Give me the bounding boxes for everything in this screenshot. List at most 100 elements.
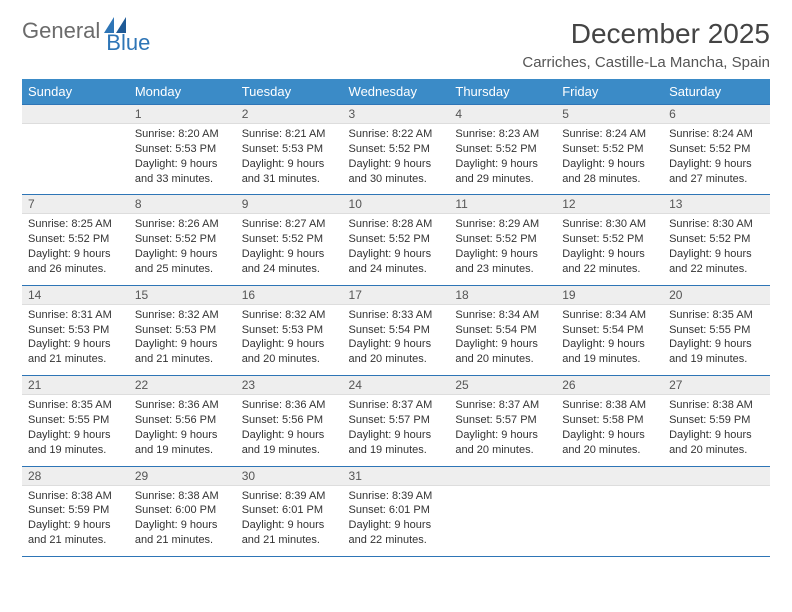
sunset-text: Sunset: 5:58 PM xyxy=(562,413,657,428)
title-block: December 2025 Carriches, Castille-La Man… xyxy=(522,18,770,71)
sunset-text: Sunset: 5:53 PM xyxy=(242,142,337,157)
sunrise-text: Sunrise: 8:37 AM xyxy=(455,398,550,413)
sunset-text: Sunset: 5:54 PM xyxy=(562,323,657,338)
day-cell: Sunrise: 8:30 AMSunset: 5:52 PMDaylight:… xyxy=(663,214,770,285)
day-number: 8 xyxy=(129,195,236,214)
day-number: 20 xyxy=(663,285,770,304)
sunset-text: Sunset: 6:01 PM xyxy=(242,503,337,518)
daylight-text: Daylight: 9 hours and 20 minutes. xyxy=(455,428,550,458)
weekday-header: Wednesday xyxy=(343,79,450,105)
month-title: December 2025 xyxy=(522,18,770,50)
sunrise-text: Sunrise: 8:31 AM xyxy=(28,308,123,323)
day-number-row: 28293031 xyxy=(22,466,770,485)
sunset-text: Sunset: 5:52 PM xyxy=(242,232,337,247)
day-cell: Sunrise: 8:38 AMSunset: 5:59 PMDaylight:… xyxy=(663,395,770,466)
day-cell: Sunrise: 8:23 AMSunset: 5:52 PMDaylight:… xyxy=(449,124,556,195)
day-body-row: Sunrise: 8:31 AMSunset: 5:53 PM Daylight:… xyxy=(22,304,770,375)
day-cell: Sunrise: 8:20 AMSunset: 5:53 PMDaylight:… xyxy=(129,124,236,195)
sunset-text: Sunset: 5:52 PM xyxy=(349,232,444,247)
day-number: 2 xyxy=(236,105,343,124)
sunset-text: Sunset: 5:52 PM xyxy=(562,232,657,247)
daylight-text: Daylight: 9 hours and 24 minutes. xyxy=(242,247,337,277)
daylight-text: Daylight: 9 hours and 31 minutes. xyxy=(242,157,337,187)
sunset-text: Sunset: 5:54 PM xyxy=(349,323,444,338)
sunrise-text: Sunrise: 8:39 AM xyxy=(242,489,337,504)
day-number: 5 xyxy=(556,105,663,124)
sunset-text: Sunset: 5:53 PM xyxy=(135,142,230,157)
page-header: General Blue December 2025 Carriches, Ca… xyxy=(22,18,770,71)
day-body-row: Sunrise: 8:25 AMSunset: 5:52 PMDaylight:… xyxy=(22,214,770,285)
sunset-text: Sunset: 5:52 PM xyxy=(455,142,550,157)
daylight-text: Daylight: 9 hours and 21 minutes. xyxy=(135,518,230,548)
sunset-text: Sunset: 5:53 PM xyxy=(28,323,123,338)
day-number: 26 xyxy=(556,376,663,395)
brand-word-1: General xyxy=(22,18,100,44)
day-body-row: Sunrise: 8:35 AMSunset: 5:55 PMDaylight:… xyxy=(22,395,770,466)
sunset-text: Sunset: 5:57 PM xyxy=(349,413,444,428)
brand-logo: General Blue xyxy=(22,18,172,44)
day-cell: Sunrise: 8:24 AMSunset: 5:52 PMDaylight:… xyxy=(556,124,663,195)
sunset-text: Sunset: 5:52 PM xyxy=(135,232,230,247)
daylight-text: Daylight: 9 hours and 19 minutes. xyxy=(349,428,444,458)
location-subtitle: Carriches, Castille-La Mancha, Spain xyxy=(522,54,770,71)
day-number xyxy=(556,466,663,485)
day-number: 21 xyxy=(22,376,129,395)
sunrise-text: Sunrise: 8:24 AM xyxy=(562,127,657,142)
day-number xyxy=(663,466,770,485)
sunset-text: Sunset: 6:01 PM xyxy=(349,503,444,518)
daylight-text: Daylight: 9 hours and 30 minutes. xyxy=(349,157,444,187)
day-number-row: 123456 xyxy=(22,105,770,124)
day-cell: Sunrise: 8:30 AMSunset: 5:52 PMDaylight:… xyxy=(556,214,663,285)
daylight-text: Daylight: 9 hours and 22 minutes. xyxy=(669,247,764,277)
day-cell: Sunrise: 8:39 AMSunset: 6:01 PMDaylight:… xyxy=(236,485,343,556)
sunrise-text: Sunrise: 8:24 AM xyxy=(669,127,764,142)
sunrise-text: Sunrise: 8:28 AM xyxy=(349,217,444,232)
day-number: 17 xyxy=(343,285,450,304)
daylight-text: Daylight: 9 hours and 22 minutes. xyxy=(349,518,444,548)
sunset-text: Sunset: 5:52 PM xyxy=(669,232,764,247)
weekday-header: Sunday xyxy=(22,79,129,105)
day-number: 6 xyxy=(663,105,770,124)
day-cell: Sunrise: 8:32 AMSunset: 5:53 PMDaylight:… xyxy=(236,304,343,375)
daylight-text: Daylight: 9 hours and 20 minutes. xyxy=(455,337,550,367)
sunrise-text: Sunrise: 8:20 AM xyxy=(135,127,230,142)
daylight-text: Daylight: 9 hours and 19 minutes. xyxy=(669,337,764,367)
sunset-text: Sunset: 6:00 PM xyxy=(135,503,230,518)
sunrise-text: Sunrise: 8:36 AM xyxy=(242,398,337,413)
day-number: 30 xyxy=(236,466,343,485)
weekday-header: Thursday xyxy=(449,79,556,105)
day-cell: Sunrise: 8:38 AMSunset: 6:00 PMDaylight:… xyxy=(129,485,236,556)
day-cell: Sunrise: 8:26 AMSunset: 5:52 PMDaylight:… xyxy=(129,214,236,285)
sunrise-text: Sunrise: 8:27 AM xyxy=(242,217,337,232)
sunset-text: Sunset: 5:57 PM xyxy=(455,413,550,428)
sunset-text: Sunset: 5:59 PM xyxy=(669,413,764,428)
weekday-header: Monday xyxy=(129,79,236,105)
sunrise-text: Sunrise: 8:34 AM xyxy=(455,308,550,323)
daylight-text: Daylight: 9 hours and 29 minutes. xyxy=(455,157,550,187)
calendar-table: Sunday Monday Tuesday Wednesday Thursday… xyxy=(22,79,770,557)
day-number: 16 xyxy=(236,285,343,304)
day-number: 25 xyxy=(449,376,556,395)
day-number: 9 xyxy=(236,195,343,214)
sunrise-text: Sunrise: 8:25 AM xyxy=(28,217,123,232)
day-cell: Sunrise: 8:38 AMSunset: 5:59 PMDaylight:… xyxy=(22,485,129,556)
day-cell: Sunrise: 8:34 AMSunset: 5:54 PMDaylight:… xyxy=(449,304,556,375)
day-cell: Sunrise: 8:33 AMSunset: 5:54 PMDaylight:… xyxy=(343,304,450,375)
sunrise-text: Sunrise: 8:26 AM xyxy=(135,217,230,232)
day-number xyxy=(22,105,129,124)
sunset-text: Sunset: 5:52 PM xyxy=(669,142,764,157)
day-cell: Sunrise: 8:22 AMSunset: 5:52 PMDaylight:… xyxy=(343,124,450,195)
day-cell: Sunrise: 8:37 AMSunset: 5:57 PMDaylight:… xyxy=(449,395,556,466)
sunrise-text: Sunrise: 8:32 AM xyxy=(242,308,337,323)
daylight-text: Daylight: 9 hours and 21 minutes. xyxy=(135,337,230,367)
sunset-text: Sunset: 5:55 PM xyxy=(28,413,123,428)
sunrise-text: Sunrise: 8:33 AM xyxy=(349,308,444,323)
daylight-text: Daylight: 9 hours and 21 minutes. xyxy=(242,518,337,548)
day-cell xyxy=(449,485,556,556)
day-number: 18 xyxy=(449,285,556,304)
daylight-text: Daylight: 9 hours and 22 minutes. xyxy=(562,247,657,277)
sunset-text: Sunset: 5:54 PM xyxy=(455,323,550,338)
sunrise-text: Sunrise: 8:38 AM xyxy=(135,489,230,504)
sunrise-text: Sunrise: 8:21 AM xyxy=(242,127,337,142)
sunrise-text: Sunrise: 8:29 AM xyxy=(455,217,550,232)
